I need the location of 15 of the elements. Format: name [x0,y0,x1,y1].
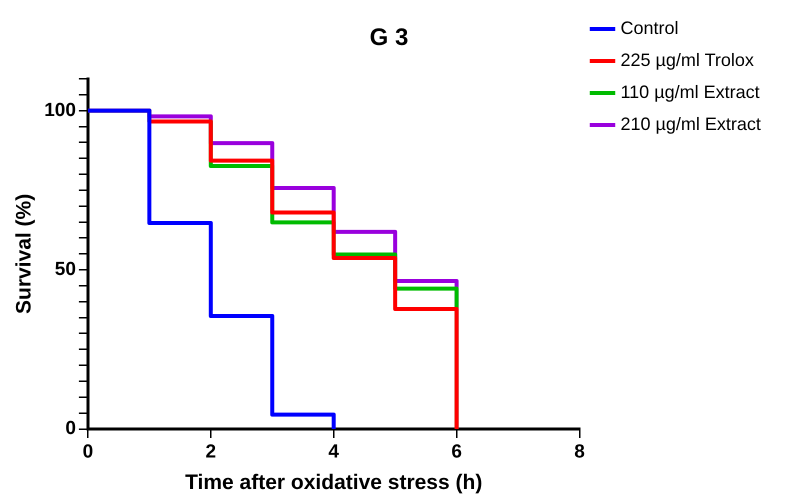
y-tick-label: 100 [44,100,76,121]
x-tick-label: 0 [82,442,94,463]
x-axis-title: Time after oxidative stress (h) [185,471,482,494]
x-tick-label: 8 [574,442,585,463]
legend-label: Control [620,18,679,38]
legend-label: 210 µg/ml Extract [620,114,761,134]
chart-title: G 3 [370,24,408,52]
x-tick-label: 6 [451,442,462,463]
y-tick-label: 0 [65,418,76,440]
x-tick-label: 2 [206,442,216,463]
legend-label: 225 µg/ml Trolox [620,50,754,70]
x-tick-label: 4 [328,442,340,463]
legend-label: 110 µg/ml Extract [620,82,760,102]
y-tick-label: 50 [54,259,76,280]
y-axis-title: Survival (%) [12,194,36,314]
